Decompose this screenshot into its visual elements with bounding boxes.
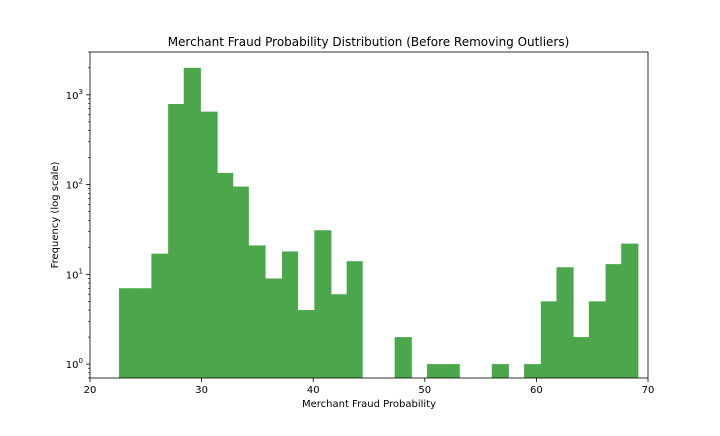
histogram-bar (248, 245, 266, 378)
histogram-bar (621, 243, 639, 378)
x-tick-label: 70 (642, 385, 655, 396)
histogram-bar (427, 364, 445, 378)
histogram-bar (297, 310, 315, 378)
x-tick-label: 60 (530, 385, 543, 396)
plot-frame (89, 51, 649, 379)
bars-group (119, 67, 639, 379)
histogram-bar (588, 301, 606, 378)
histogram-bar (232, 186, 249, 378)
histogram-bar (200, 111, 218, 379)
histogram-bar (134, 288, 152, 378)
chart-title: Merchant Fraud Probability Distribution … (168, 35, 570, 49)
histogram-bar (314, 230, 332, 378)
y-tick-label: 102 (66, 178, 83, 192)
histogram-bar (151, 253, 169, 378)
histogram-bar (491, 364, 509, 378)
histogram-bar (443, 364, 460, 378)
histogram-bar (346, 261, 363, 378)
y-axis-ticks: 100 101 102 103 (66, 51, 90, 379)
x-tick-label: 30 (195, 385, 208, 396)
y-tick-label: 103 (66, 88, 83, 102)
histogram-bar (217, 172, 234, 378)
histogram-bar (281, 251, 298, 378)
histogram-bar (168, 104, 185, 378)
histogram-bar (331, 294, 348, 378)
histogram-bar (556, 267, 574, 378)
x-tick-label: 40 (307, 385, 320, 396)
x-axis-label: Merchant Fraud Probability (302, 399, 436, 410)
histogram-bar (394, 337, 412, 378)
y-axis-label: Frequency (log scale) (50, 161, 61, 268)
histogram-bar (183, 67, 201, 378)
histogram-bar (524, 364, 542, 378)
histogram-bar (605, 264, 622, 378)
x-axis-ticks: 20 30 40 50 60 70 (84, 378, 655, 396)
histogram-bar (265, 278, 283, 378)
x-tick-label: 50 (418, 385, 431, 396)
histogram-bar (119, 288, 136, 378)
y-tick-label: 100 (66, 357, 83, 371)
y-tick-label: 101 (66, 267, 83, 281)
x-tick-label: 20 (84, 385, 97, 396)
histogram-bar (540, 301, 557, 378)
histogram-bar (573, 337, 590, 378)
